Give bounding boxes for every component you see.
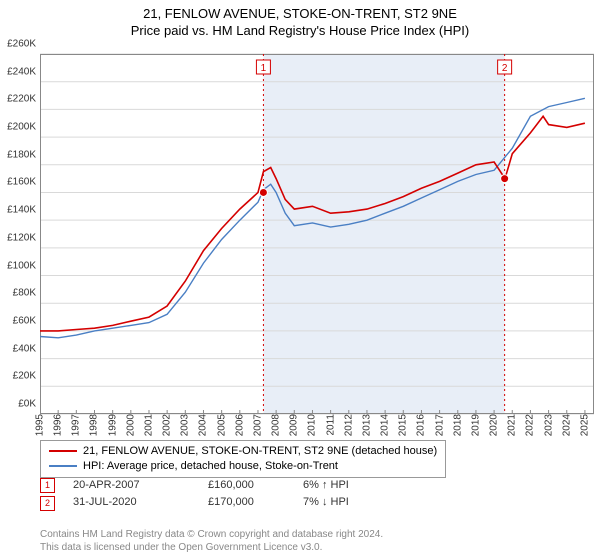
y-axis-labels: £0K£20K£40K£60K£80K£100K£120K£140K£160K£… xyxy=(0,44,38,404)
chart-area: 12 xyxy=(40,44,594,424)
x-tick-label: 2008 xyxy=(271,414,282,436)
y-tick-label: £180K xyxy=(7,149,36,160)
x-tick-label: 1997 xyxy=(71,414,82,436)
y-tick-label: £220K xyxy=(7,94,36,105)
legend-label: HPI: Average price, detached house, Stok… xyxy=(83,460,338,472)
x-tick-label: 2017 xyxy=(434,414,445,436)
sale-marker-badge: 1 xyxy=(40,478,55,493)
y-tick-label: £60K xyxy=(13,315,36,326)
y-tick-label: £160K xyxy=(7,177,36,188)
sale-delta: 7% ↓ HPI xyxy=(303,494,349,512)
sale-price: £170,000 xyxy=(208,494,303,512)
sale-delta: 6% ↑ HPI xyxy=(303,477,349,495)
sale-marker-badge: 2 xyxy=(40,496,55,511)
legend-swatch xyxy=(49,465,77,467)
footer-line2: This data is licensed under the Open Gov… xyxy=(40,541,383,554)
x-tick-label: 2016 xyxy=(416,414,427,436)
svg-text:2: 2 xyxy=(502,63,508,74)
svg-text:1: 1 xyxy=(261,63,267,74)
sale-marker-row: 2 31-JUL-2020£170,0007% ↓ HPI xyxy=(40,494,349,512)
x-tick-label: 2013 xyxy=(361,414,372,436)
x-axis-labels: 1995199619971998199920002001200220032004… xyxy=(40,412,594,442)
legend-item: 21, FENLOW AVENUE, STOKE-ON-TRENT, ST2 9… xyxy=(49,444,437,459)
sale-markers-table: 1 20-APR-2007£160,0006% ↑ HPI 2 31-JUL-2020… xyxy=(40,477,349,512)
x-tick-label: 1999 xyxy=(107,414,118,436)
title-address: 21, FENLOW AVENUE, STOKE-ON-TRENT, ST2 9… xyxy=(0,6,600,23)
title-subtitle: Price paid vs. HM Land Registry's House … xyxy=(0,23,600,40)
x-tick-label: 1995 xyxy=(35,414,46,436)
x-tick-label: 2019 xyxy=(470,414,481,436)
x-tick-label: 2018 xyxy=(452,414,463,436)
sale-date: 31-JUL-2020 xyxy=(73,494,208,512)
x-tick-label: 2009 xyxy=(289,414,300,436)
x-tick-label: 2001 xyxy=(143,414,154,436)
x-tick-label: 2015 xyxy=(398,414,409,436)
y-tick-label: £140K xyxy=(7,205,36,216)
x-tick-label: 2006 xyxy=(234,414,245,436)
legend-item: HPI: Average price, detached house, Stok… xyxy=(49,459,437,474)
x-tick-label: 2022 xyxy=(525,414,536,436)
x-tick-label: 2024 xyxy=(561,414,572,436)
x-tick-label: 2005 xyxy=(216,414,227,436)
x-tick-label: 2002 xyxy=(162,414,173,436)
y-tick-label: £40K xyxy=(13,343,36,354)
x-tick-label: 2011 xyxy=(325,414,336,436)
sale-marker-row: 1 20-APR-2007£160,0006% ↑ HPI xyxy=(40,477,349,495)
x-tick-label: 2025 xyxy=(579,414,590,436)
title-block: 21, FENLOW AVENUE, STOKE-ON-TRENT, ST2 9… xyxy=(0,0,600,40)
footer-line1: Contains HM Land Registry data © Crown c… xyxy=(40,528,383,541)
x-tick-label: 2007 xyxy=(252,414,263,436)
x-tick-label: 2000 xyxy=(125,414,136,436)
y-tick-label: £120K xyxy=(7,232,36,243)
x-tick-label: 1996 xyxy=(53,414,64,436)
y-tick-label: £100K xyxy=(7,260,36,271)
y-tick-label: £0K xyxy=(18,399,36,410)
sale-price: £160,000 xyxy=(208,477,303,495)
x-tick-label: 2021 xyxy=(507,414,518,436)
y-tick-label: £20K xyxy=(13,371,36,382)
y-tick-label: £240K xyxy=(7,66,36,77)
x-tick-label: 1998 xyxy=(89,414,100,436)
x-tick-label: 2010 xyxy=(307,414,318,436)
chart-svg: 12 xyxy=(40,44,594,424)
x-tick-label: 2020 xyxy=(489,414,500,436)
legend-box: 21, FENLOW AVENUE, STOKE-ON-TRENT, ST2 9… xyxy=(40,440,446,478)
chart-container: 21, FENLOW AVENUE, STOKE-ON-TRENT, ST2 9… xyxy=(0,0,600,560)
y-tick-label: £80K xyxy=(13,288,36,299)
footer-text: Contains HM Land Registry data © Crown c… xyxy=(40,528,383,554)
y-tick-label: £200K xyxy=(7,122,36,133)
x-tick-label: 2012 xyxy=(343,414,354,436)
x-tick-label: 2004 xyxy=(198,414,209,436)
sale-date: 20-APR-2007 xyxy=(73,477,208,495)
legend-label: 21, FENLOW AVENUE, STOKE-ON-TRENT, ST2 9… xyxy=(83,445,437,457)
legend-swatch xyxy=(49,450,77,452)
x-tick-label: 2023 xyxy=(543,414,554,436)
x-tick-label: 2014 xyxy=(380,414,391,436)
y-tick-label: £260K xyxy=(7,39,36,50)
x-tick-label: 2003 xyxy=(180,414,191,436)
